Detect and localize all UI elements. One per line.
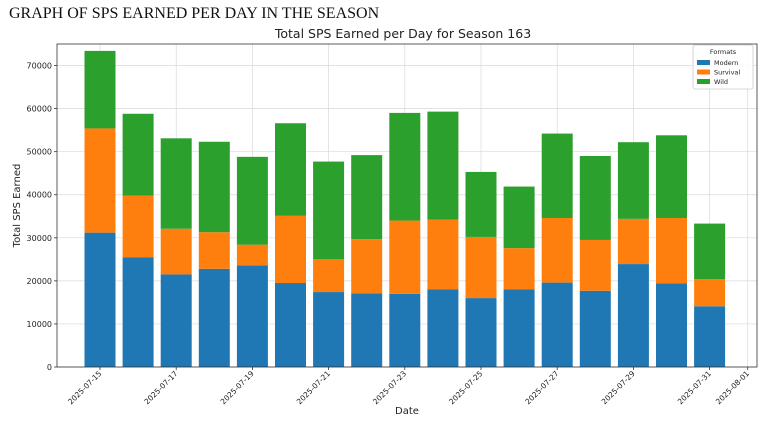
page-heading: GRAPH OF SPS EARNED PER DAY IN THE SEASO… bbox=[9, 5, 380, 22]
bar-wild-2025-07-17 bbox=[160, 138, 192, 229]
bar-wild-2025-07-26 bbox=[503, 186, 535, 249]
bar-modern-2025-07-16 bbox=[122, 257, 154, 367]
bar-modern-2025-07-19 bbox=[236, 265, 268, 367]
x-tick-label: 2025-08-01 bbox=[714, 369, 751, 406]
bar-survival-2025-07-21 bbox=[313, 259, 345, 293]
x-tick-label: 2025-07-17 bbox=[142, 369, 179, 406]
bar-wild-2025-07-21 bbox=[313, 161, 345, 260]
bar-wild-2025-07-27 bbox=[541, 133, 573, 218]
bar-survival-2025-07-18 bbox=[198, 232, 230, 269]
bar-modern-2025-07-31 bbox=[694, 306, 726, 367]
x-tick-label: 2025-07-21 bbox=[295, 369, 332, 406]
x-tick-label: 2025-07-23 bbox=[371, 369, 408, 406]
bar-wild-2025-07-19 bbox=[236, 156, 268, 245]
bar-survival-2025-07-31 bbox=[694, 279, 726, 307]
legend-label-wild: Wild bbox=[714, 78, 728, 86]
bar-wild-2025-07-16 bbox=[122, 113, 154, 196]
x-tick-label: 2025-07-15 bbox=[66, 369, 103, 406]
legend-swatch-survival bbox=[697, 69, 710, 75]
x-tick-label: 2025-07-27 bbox=[523, 369, 560, 406]
bar-wild-2025-07-23 bbox=[389, 112, 421, 221]
bar-survival-2025-07-23 bbox=[389, 220, 421, 294]
bar-wild-2025-07-25 bbox=[465, 171, 497, 237]
bar-survival-2025-07-19 bbox=[236, 244, 268, 266]
bar-modern-2025-07-25 bbox=[465, 298, 497, 367]
x-tick-label: 2025-07-25 bbox=[447, 369, 484, 406]
bar-survival-2025-07-24 bbox=[427, 219, 459, 290]
bar-wild-2025-07-29 bbox=[617, 142, 649, 219]
bar-survival-2025-07-15 bbox=[84, 128, 116, 233]
bar-survival-2025-07-30 bbox=[656, 217, 687, 284]
bar-survival-2025-07-20 bbox=[275, 215, 306, 284]
bar-survival-2025-07-28 bbox=[579, 239, 611, 291]
bar-wild-2025-07-30 bbox=[656, 135, 687, 218]
bar-wild-2025-07-18 bbox=[198, 141, 230, 233]
bar-survival-2025-07-26 bbox=[503, 248, 535, 290]
bar-survival-2025-07-29 bbox=[617, 218, 649, 265]
legend-label-modern: Modern bbox=[714, 59, 738, 67]
bar-wild-2025-07-31 bbox=[694, 223, 726, 280]
bar-wild-2025-07-24 bbox=[427, 111, 459, 220]
x-axis-ticks: 2025-07-15 2025-07-17 2025-07-19 2025-07-21… bbox=[66, 367, 751, 406]
legend-swatch-wild bbox=[697, 79, 710, 84]
x-tick-label: 2025-07-19 bbox=[219, 369, 256, 406]
bar-survival-2025-07-27 bbox=[541, 217, 573, 283]
y-axis-label: Total SPS Earned bbox=[12, 164, 23, 249]
chart-title: Total SPS Earned per Day for Season 163 bbox=[274, 26, 531, 41]
bar-survival-2025-07-22 bbox=[351, 239, 383, 294]
y-tick-label: 40000 bbox=[27, 191, 52, 200]
bar-survival-2025-07-16 bbox=[122, 195, 154, 258]
legend-swatch-modern bbox=[697, 60, 710, 65]
y-tick-label: 20000 bbox=[27, 277, 52, 286]
y-tick-label: 30000 bbox=[27, 234, 52, 243]
bar-modern-2025-07-18 bbox=[198, 268, 230, 367]
legend-box bbox=[692, 44, 754, 90]
bar-modern-2025-07-23 bbox=[389, 293, 421, 367]
bar-modern-2025-07-22 bbox=[351, 293, 383, 367]
bar-modern-2025-07-17 bbox=[160, 274, 192, 367]
legend-label-survival: Survival bbox=[714, 69, 740, 77]
y-tick-label: 0 bbox=[47, 363, 52, 372]
bar-modern-2025-07-24 bbox=[427, 289, 459, 367]
plot-frame bbox=[56, 43, 758, 368]
y-tick-label: 60000 bbox=[27, 105, 52, 114]
bar-modern-2025-07-15 bbox=[84, 232, 116, 367]
x-tick-label: 2025-07-29 bbox=[600, 369, 637, 406]
bar-modern-2025-07-29 bbox=[617, 264, 649, 367]
bar-modern-2025-07-27 bbox=[541, 282, 573, 367]
bar-modern-2025-07-28 bbox=[579, 290, 611, 367]
y-axis-ticks: 0 10000 20000 30000 40000 50000 60000 70000 bbox=[27, 62, 57, 372]
bar-modern-2025-07-26 bbox=[503, 289, 535, 367]
bar-wild-2025-07-28 bbox=[579, 155, 611, 240]
y-tick-label: 10000 bbox=[27, 320, 52, 329]
bar-wild-2025-07-15 bbox=[84, 50, 116, 129]
bar-survival-2025-07-17 bbox=[160, 228, 192, 275]
bar-modern-2025-07-21 bbox=[313, 292, 345, 367]
y-tick-label: 50000 bbox=[27, 148, 52, 157]
bar-modern-2025-07-30 bbox=[656, 283, 687, 367]
bar-wild-2025-07-20 bbox=[275, 123, 306, 216]
legend-title: Formats bbox=[710, 48, 737, 56]
x-axis-label: Date bbox=[395, 406, 419, 417]
bar-survival-2025-07-25 bbox=[465, 236, 497, 299]
x-tick-label: 2025-07-31 bbox=[676, 369, 713, 406]
bar-wild-2025-07-22 bbox=[351, 155, 383, 240]
y-tick-label: 70000 bbox=[27, 62, 52, 71]
bar-modern-2025-07-20 bbox=[275, 283, 306, 367]
bars bbox=[84, 50, 726, 367]
